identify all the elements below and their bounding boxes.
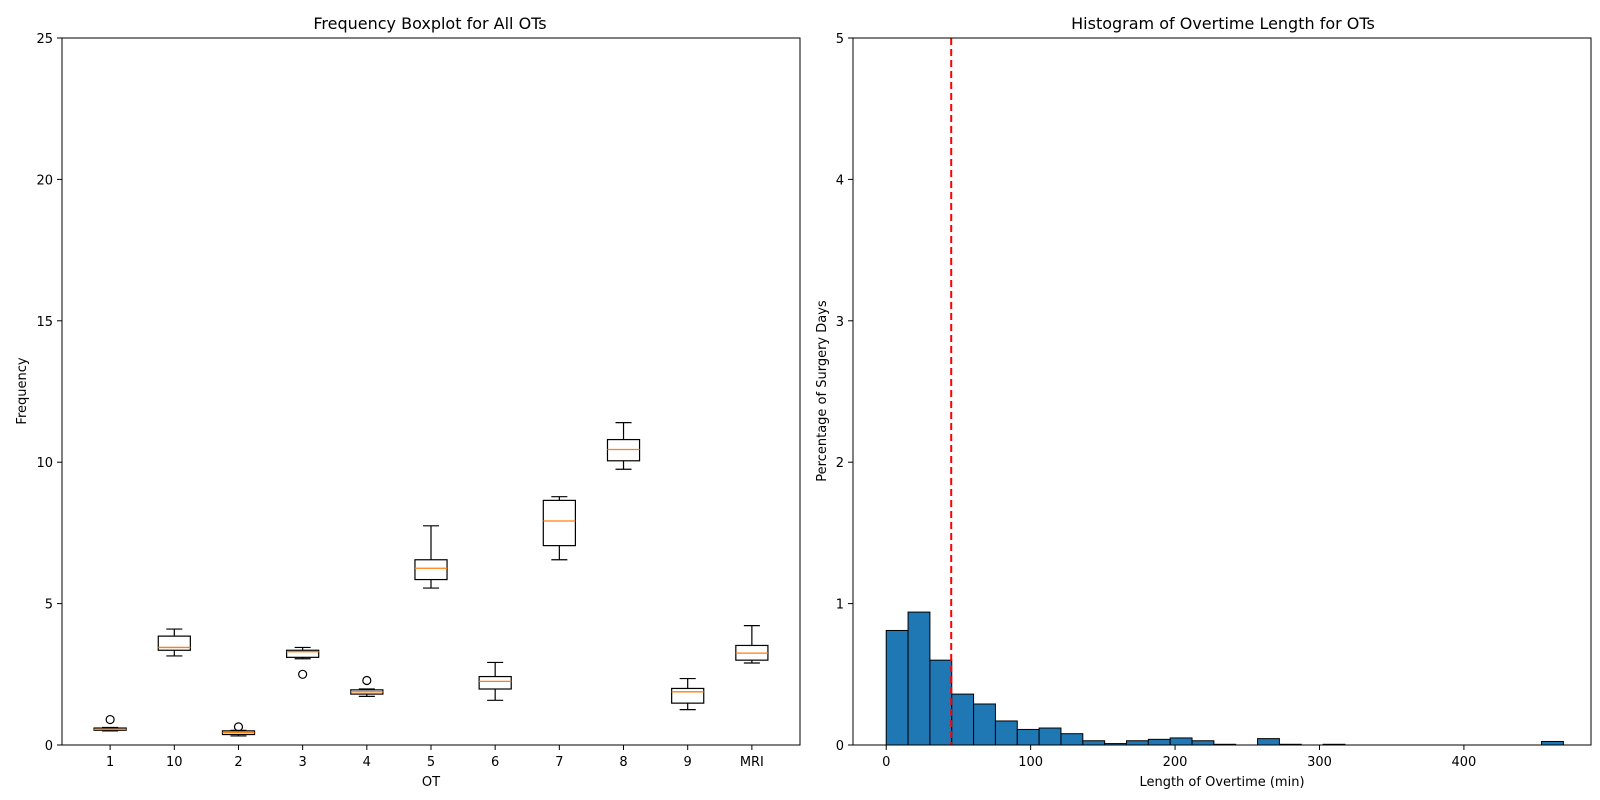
histogram-bar xyxy=(1257,738,1280,746)
histogram-bar xyxy=(1082,740,1106,746)
boxplot-box xyxy=(157,635,191,651)
histogram-x-tick-label: 100 xyxy=(1018,755,1043,770)
histogram-x-tick-label: 0 xyxy=(882,755,890,770)
histogram-bar xyxy=(1147,738,1171,746)
boxplot-x-tick-label: 6 xyxy=(491,755,499,770)
histogram-bar xyxy=(951,693,975,746)
boxplot-x-tick-label: 9 xyxy=(684,755,692,770)
boxplot-outlier-point xyxy=(105,714,115,725)
boxplot-y-tick-label: 15 xyxy=(36,315,53,330)
histogram-chart: Histogram of Overtime Length for OTs 0 1 2… xyxy=(815,14,1592,790)
boxplot-x-tick-label: 2 xyxy=(234,755,242,770)
boxplot-y-tick-label: 25 xyxy=(36,32,53,47)
boxplot-x-tick-label: 10 xyxy=(166,755,183,770)
histogram-bar xyxy=(1016,728,1040,746)
boxplot-box xyxy=(671,687,705,704)
histogram-y-axis-label: Percentage of Surgery Days xyxy=(815,300,830,482)
boxplot-box xyxy=(286,649,320,658)
boxplot-box xyxy=(478,675,512,690)
boxplot-outlier-point xyxy=(233,722,244,732)
histogram-bar xyxy=(1169,737,1193,746)
boxplot-outlier-point xyxy=(362,675,372,686)
histogram-x-tick-label: 300 xyxy=(1307,755,1332,770)
boxplot-y-tick-label: 0 xyxy=(45,739,53,754)
boxplot-box xyxy=(542,499,576,547)
histogram-y-tick-label: 4 xyxy=(836,173,844,188)
histogram-bar xyxy=(1541,740,1564,746)
histogram-title: Histogram of Overtime Length for OTs xyxy=(1071,14,1375,33)
boxplot-y-tick-label: 20 xyxy=(36,173,53,188)
boxplot-x-axis-label: OT xyxy=(422,775,440,790)
boxplot-x-tick-label: 7 xyxy=(555,755,563,770)
histogram-y-tick-label: 0 xyxy=(836,739,844,754)
histogram-bar xyxy=(1060,733,1084,746)
histogram-plot-area: 0 1 2 3 4 5 0 100 200 300 400 xyxy=(836,32,1564,770)
boxplot-x-tick-label: 3 xyxy=(299,755,307,770)
boxplot-x-tick-label: 1 xyxy=(106,755,114,770)
histogram-x-tick-label: 200 xyxy=(1163,755,1188,770)
boxplot-title: Frequency Boxplot for All OTs xyxy=(313,14,546,33)
boxplot-x-tick-label: 5 xyxy=(427,755,435,770)
boxplot-y-tick-label: 10 xyxy=(36,456,53,471)
histogram-x-axis-label: Length of Overtime (min) xyxy=(1139,775,1304,790)
histogram-bar xyxy=(1038,727,1062,746)
histogram-axes-frame xyxy=(852,37,1592,746)
histogram-bar xyxy=(929,659,953,746)
histogram-bar xyxy=(1191,740,1215,746)
histogram-bar xyxy=(973,703,996,746)
boxplot-chart: Frequency Boxplot for All OTs 0510152025… xyxy=(15,14,801,790)
boxplot-y-tick-label: 5 xyxy=(45,598,53,613)
boxplot-y-axis-label: Frequency xyxy=(15,357,30,424)
boxplot-x-tick-label: 4 xyxy=(363,755,371,770)
histogram-bar xyxy=(1126,740,1149,746)
histogram-y-tick-label: 3 xyxy=(836,315,844,330)
histogram-bar xyxy=(907,611,931,746)
boxplot-outlier-point xyxy=(298,669,308,679)
histogram-bar xyxy=(885,629,909,746)
histogram-y-tick-label: 2 xyxy=(836,456,844,471)
histogram-x-tick-label: 400 xyxy=(1451,755,1476,770)
boxplot-box xyxy=(414,559,448,581)
boxplot-plot-area: 0 5 10 15 20 25 1 10 2 3 4 5 6 7 8 9 MRI xyxy=(36,32,769,770)
histogram-y-tick-label: 1 xyxy=(836,598,844,613)
boxplot-axes-frame xyxy=(61,37,801,746)
boxplot-box xyxy=(606,438,641,462)
boxplot-x-tick-label: MRI xyxy=(740,755,764,770)
boxplot-x-tick-label: 8 xyxy=(619,755,627,770)
histogram-y-tick-label: 5 xyxy=(836,32,844,47)
histogram-bar xyxy=(994,720,1018,746)
